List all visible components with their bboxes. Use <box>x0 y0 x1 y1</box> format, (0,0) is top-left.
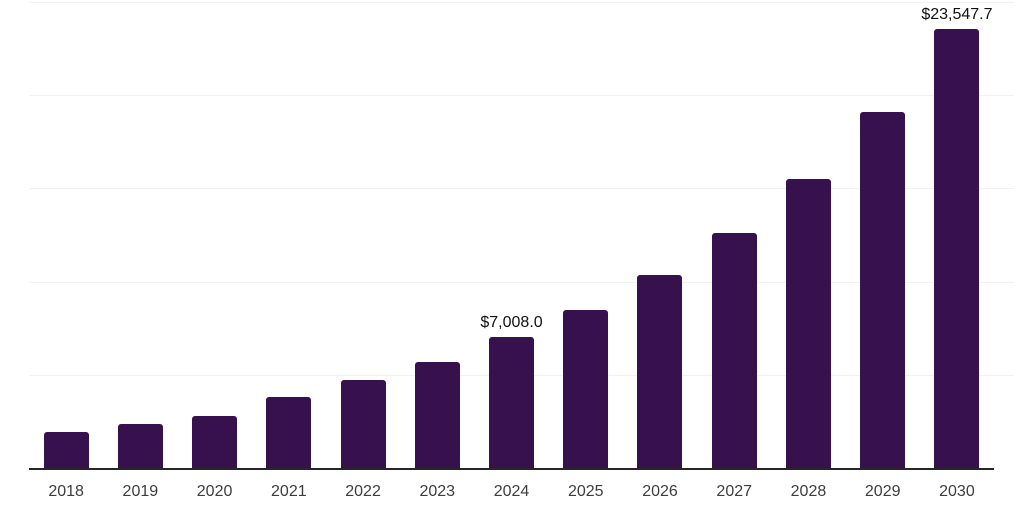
x-tick-label-2019: 2019 <box>122 483 159 500</box>
plot-area: $7,008.0 $23,547.7 <box>29 0 1014 470</box>
x-tick-label-2021: 2021 <box>271 483 307 500</box>
x-axis-labels: 2018 2019 2020 2021 2022 2023 2024 2025 2026 2027… <box>29 482 994 501</box>
bar-2018 <box>43 432 89 468</box>
bar-2024 <box>489 337 535 468</box>
bar-2026 <box>637 275 683 468</box>
bar-2030 <box>934 29 980 468</box>
bar-slot-2024: $7,008.0 <box>474 0 548 468</box>
bar-slot-2025 <box>549 0 623 468</box>
bar-slot-2028 <box>771 0 845 468</box>
x-tick-label-2022: 2022 <box>345 483 381 500</box>
bar-2022 <box>340 380 386 468</box>
bar-2019 <box>117 424 163 468</box>
x-tick-label-2028: 2028 <box>790 483 827 500</box>
bar-2027 <box>711 233 757 468</box>
bar-value-label-2024: $7,008.0 <box>480 314 543 331</box>
x-tick-label-2025: 2025 <box>567 483 604 500</box>
bar-2021 <box>266 397 312 468</box>
gridline-15000 <box>29 188 1014 189</box>
x-tick-label-2024: 2024 <box>493 483 530 500</box>
bar-2020 <box>192 416 238 468</box>
bar-2025 <box>563 310 609 468</box>
bar-slot-2023 <box>400 0 474 468</box>
bar-2023 <box>414 362 460 468</box>
bar-slot-2019 <box>103 0 177 468</box>
gridline-25000 <box>29 2 1014 3</box>
bars-row: $7,008.0 $23,547.7 <box>29 0 994 468</box>
bar-value-label-2030: $23,547.7 <box>921 6 993 23</box>
x-tick-label-2029: 2029 <box>864 483 901 500</box>
gridline-20000 <box>29 95 1014 96</box>
gridline-10000 <box>29 282 1014 283</box>
bar-slot-2022 <box>326 0 400 468</box>
bar-slot-2030: $23,547.7 <box>920 0 994 468</box>
bar-slot-2020 <box>177 0 251 468</box>
bar-2029 <box>860 112 906 468</box>
bar-slot-2027 <box>697 0 771 468</box>
bar-slot-2026 <box>623 0 697 468</box>
x-tick-label-2023: 2023 <box>419 483 456 500</box>
x-axis-line <box>29 468 994 470</box>
x-tick-label-2020: 2020 <box>196 483 233 500</box>
bar-slot-2018 <box>29 0 103 468</box>
x-tick-label-2030: 2030 <box>939 483 975 500</box>
x-tick-label-2026: 2026 <box>642 483 678 500</box>
bar-2028 <box>785 179 831 468</box>
bar-slot-2021 <box>252 0 326 468</box>
x-tick-label-2018: 2018 <box>48 483 84 500</box>
bar-slot-2029 <box>846 0 920 468</box>
x-tick-label-2027: 2027 <box>716 483 753 500</box>
